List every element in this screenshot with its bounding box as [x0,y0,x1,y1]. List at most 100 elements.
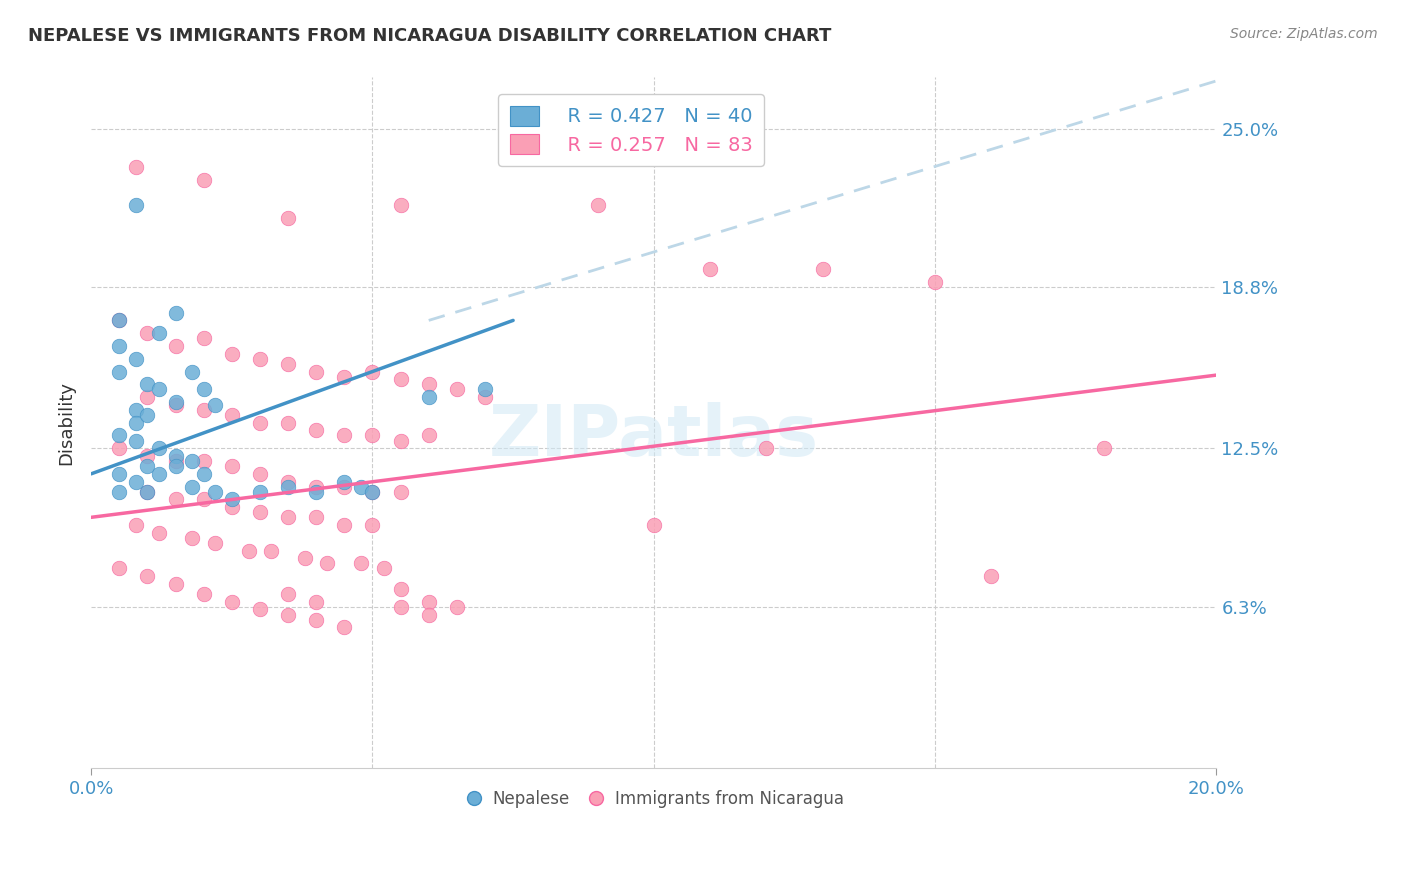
Point [446,599,468,614]
Point [221,346,243,360]
Point [389,582,412,596]
Point [165,454,187,468]
Point [1092,442,1115,456]
Text: ZIPatlas: ZIPatlas [489,402,818,471]
Point [350,480,373,494]
Point [418,377,440,392]
Point [305,480,328,494]
Point [108,442,131,456]
Point [193,467,215,481]
Point [418,595,440,609]
Point [108,561,131,575]
Point [418,390,440,404]
Point [136,326,159,341]
Point [389,372,412,386]
Point [108,365,131,379]
Point [125,198,148,212]
Point [333,480,356,494]
Point [181,365,204,379]
Point [418,428,440,442]
Point [361,484,384,499]
Point [125,351,148,366]
Point [193,492,215,507]
Point [277,510,299,524]
Point [924,275,946,289]
Point [238,543,260,558]
Point [148,467,170,481]
Point [221,492,243,507]
Point [305,510,328,524]
Point [294,551,316,566]
Point [108,428,131,442]
Point [474,383,496,397]
Point [305,595,328,609]
Point [148,442,170,456]
Point [193,383,215,397]
Point [125,518,148,533]
Point [277,607,299,622]
Point [333,518,356,533]
Point [389,198,412,212]
Point [699,262,721,277]
Point [136,390,159,404]
Point [165,398,187,412]
Point [125,403,148,417]
Y-axis label: Disability: Disability [58,381,75,465]
Point [333,369,356,384]
Legend: Nepalese, Immigrants from Nicaragua: Nepalese, Immigrants from Nicaragua [457,783,851,815]
Point [204,536,226,550]
Point [260,543,283,558]
Point [136,569,159,583]
Point [108,339,131,353]
Point [333,475,356,489]
Point [165,449,187,463]
Point [108,313,131,327]
Point [755,442,778,456]
Point [125,475,148,489]
Point [193,454,215,468]
Point [249,351,271,366]
Point [165,492,187,507]
Point [221,459,243,474]
Point [125,160,148,174]
Point [277,416,299,430]
Point [305,423,328,437]
Point [204,484,226,499]
Point [136,449,159,463]
Point [148,383,170,397]
Point [333,620,356,634]
Point [136,484,159,499]
Point [165,306,187,320]
Point [193,172,215,186]
Point [586,198,609,212]
Point [373,561,395,575]
Point [165,576,187,591]
Point [221,500,243,514]
Point [125,434,148,448]
Point [125,416,148,430]
Point [277,587,299,601]
Point [350,557,373,571]
Point [181,454,204,468]
Point [389,484,412,499]
Point [249,484,271,499]
Point [305,365,328,379]
Point [136,459,159,474]
Point [316,557,339,571]
Point [181,531,204,545]
Point [811,262,834,277]
Point [474,390,496,404]
Point [204,398,226,412]
Point [305,484,328,499]
Point [389,434,412,448]
Point [108,313,131,327]
Point [193,587,215,601]
Point [446,383,468,397]
Point [305,613,328,627]
Point [148,525,170,540]
Point [181,480,204,494]
Point [136,377,159,392]
Text: NEPALESE VS IMMIGRANTS FROM NICARAGUA DISABILITY CORRELATION CHART: NEPALESE VS IMMIGRANTS FROM NICARAGUA DI… [28,27,831,45]
Point [136,484,159,499]
Point [193,331,215,345]
